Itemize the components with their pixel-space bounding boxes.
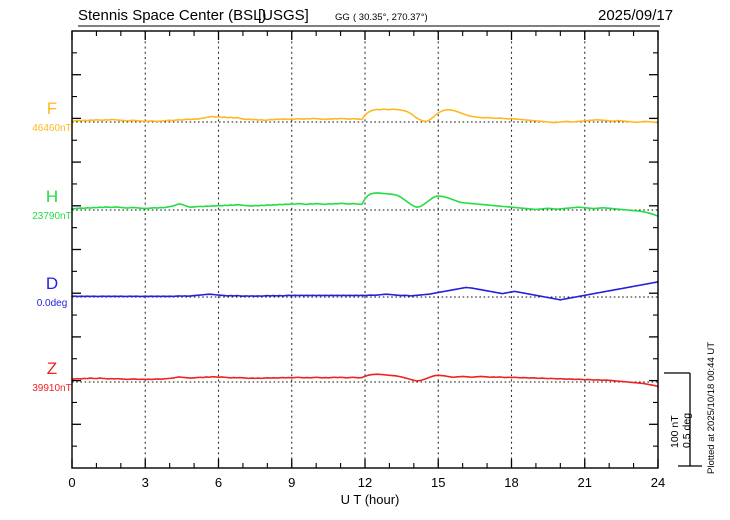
observation-date: 2025/09/17 (598, 7, 673, 24)
trace-z (71, 373, 659, 388)
component-label-f: F 46460nT (32, 99, 71, 134)
component-name-h: H (46, 187, 58, 206)
coords-prefix: GG (335, 12, 350, 23)
grid-layer (144, 31, 586, 468)
component-labels: F 46460nT H 23790nT D 0.0deg Z 39910nT (32, 99, 71, 394)
component-name-f: F (47, 99, 57, 118)
x-tick-label: 3 (142, 475, 149, 490)
trace-d (71, 281, 659, 301)
x-tick-label: 24 (651, 475, 665, 490)
station-title: Stennis Space Center (BSL) (78, 7, 266, 24)
component-label-d: D 0.0deg (37, 274, 68, 309)
x-tick-label: 0 (68, 475, 75, 490)
component-label-h: H 23790nT (32, 187, 71, 222)
component-baseline-h: 23790nT (32, 211, 71, 222)
x-tick-label: 12 (358, 475, 372, 490)
component-baseline-f: 46460nT (32, 123, 71, 134)
coords-value: ( 30.35°, 270.37°) (353, 12, 428, 23)
x-tick-label: 15 (431, 475, 445, 490)
trace-f (71, 108, 659, 124)
component-name-d: D (46, 274, 58, 293)
trace-layer (71, 108, 659, 388)
x-tick-label: 9 (288, 475, 295, 490)
scale-bar-deg-label: 0.5 deg (681, 413, 693, 448)
component-baseline-d: 0.0deg (37, 298, 68, 309)
x-axis: 0 3 6 9 12 15 18 21 24 (68, 31, 665, 490)
component-name-z: Z (47, 359, 57, 378)
trace-h (71, 192, 659, 217)
scale-bar-nt-label: 100 nT (669, 415, 681, 448)
component-label-z: Z 39910nT (32, 359, 71, 394)
agency-label: [USGS] (258, 7, 309, 24)
component-baseline-z: 39910nT (32, 383, 71, 394)
x-tick-label: 21 (578, 475, 592, 490)
scale-bar: 100 nT 0.5 deg (664, 372, 702, 467)
x-axis-label: U T (hour) (341, 492, 400, 507)
x-tick-label: 18 (504, 475, 518, 490)
plotted-at-label: Plotted at 2025/10/18 00:44 UT (706, 342, 717, 474)
x-tick-label: 6 (215, 475, 222, 490)
